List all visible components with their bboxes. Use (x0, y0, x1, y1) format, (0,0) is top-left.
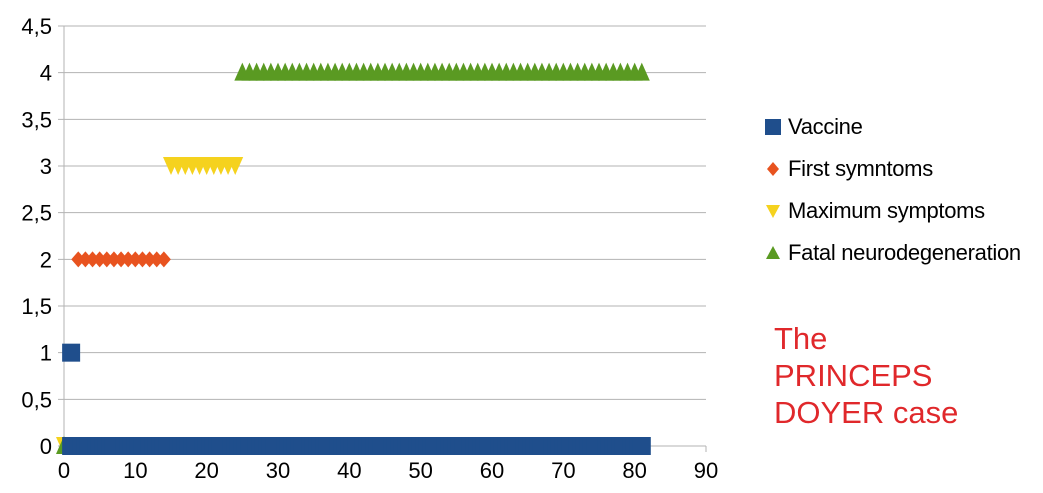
data-point-vaccine-zero (632, 437, 651, 455)
x-tick-label: 50 (408, 458, 432, 483)
axes (63, 26, 707, 452)
legend-item-vaccine: Vaccine (764, 106, 1039, 148)
x-tick-label: 10 (123, 458, 147, 483)
legend-item-first-symptoms: First symntoms (764, 148, 1039, 190)
legend-item-fatal-neurodegeneration: Fatal neurodegeneration (764, 232, 1039, 274)
annotation-line: DOYER case (774, 395, 959, 430)
data-point (99, 251, 114, 268)
y-tick-label: 2 (40, 247, 52, 272)
legend-label: First symntoms (788, 156, 933, 181)
legend-label: Vaccine (788, 114, 863, 139)
data-point (78, 251, 93, 268)
x-tick-label: 0 (58, 458, 70, 483)
y-tick-label: 4,5 (21, 14, 52, 39)
data-point (71, 251, 86, 268)
data-point (106, 251, 121, 268)
y-tick-label: 0,5 (21, 387, 52, 412)
data-marks (56, 62, 651, 455)
legend-square-icon (765, 119, 781, 135)
legend-label: Maximum symptoms (788, 198, 985, 223)
legend-label: Fatal neurodegeneration (788, 240, 1021, 265)
data-point (142, 251, 157, 268)
y-tick-label: 1 (40, 341, 52, 366)
y-tick-label: 1,5 (21, 294, 52, 319)
y-tick-label: 3,5 (21, 107, 52, 132)
annotation-line: PRINCEPS (774, 358, 933, 393)
data-point (227, 157, 244, 175)
data-point (156, 251, 171, 268)
x-tick-label: 60 (480, 458, 504, 483)
y-tick-label: 0 (40, 434, 52, 459)
y-tick-label: 4 (40, 61, 52, 86)
data-point (135, 251, 150, 268)
x-tick-label: 70 (551, 458, 575, 483)
data-point (128, 251, 143, 268)
x-tick-label: 20 (194, 458, 218, 483)
data-point (633, 62, 650, 81)
legend: Vaccine First symntoms Maximum symptoms … (764, 106, 1039, 274)
x-tick-label: 90 (694, 458, 718, 483)
y-tick-label: 3 (40, 154, 52, 179)
data-point (121, 251, 136, 268)
x-tick-label: 30 (266, 458, 290, 483)
annotation-line: The (774, 321, 828, 356)
data-point (114, 251, 129, 268)
data-point (149, 251, 164, 268)
data-point (92, 251, 107, 268)
data-point (85, 251, 100, 268)
x-tick-label: 40 (337, 458, 361, 483)
grid-lines (58, 25, 706, 447)
legend-diamond-icon (767, 162, 779, 176)
legend-item-maximum-symptoms: Maximum symptoms (764, 190, 1039, 232)
case-annotation: The PRINCEPS DOYER case (774, 320, 1034, 431)
x-tick-label: 80 (622, 458, 646, 483)
legend-triangle-down-icon (766, 205, 780, 218)
legend-triangle-up-icon (766, 246, 780, 259)
data-point-vaccine (62, 343, 81, 362)
y-tick-label: 2,5 (21, 201, 52, 226)
tick-labels: 0 0,5 1 1,5 2 2,5 3 3,5 4 4,5 0 10 20 30 40 50 60 70 80 90 (21, 14, 718, 483)
